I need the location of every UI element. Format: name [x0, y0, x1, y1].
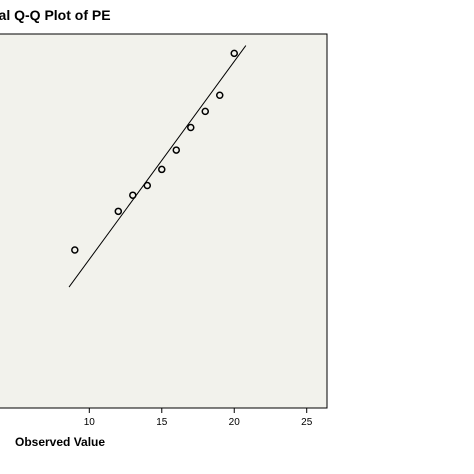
x-tick-label: 20: [229, 417, 241, 428]
x-tick-label: 10: [84, 417, 96, 428]
plot-area: [0, 33, 328, 409]
x-tick-label: 25: [301, 417, 313, 428]
data-point: [172, 146, 181, 154]
data-point: [114, 207, 123, 216]
reference-line: [68, 45, 247, 288]
data-point: [201, 107, 210, 116]
x-tick-label: 15: [156, 417, 168, 428]
data-point: [215, 91, 224, 100]
chart-title: nal Q-Q Plot of PE: [0, 7, 111, 23]
data-point: [143, 181, 152, 190]
data-point: [230, 49, 238, 58]
x-axis-label: Observed Value: [15, 435, 105, 449]
data-point: [71, 246, 79, 254]
data-point: [158, 165, 166, 174]
data-point: [187, 123, 195, 132]
data-point: [129, 191, 137, 199]
